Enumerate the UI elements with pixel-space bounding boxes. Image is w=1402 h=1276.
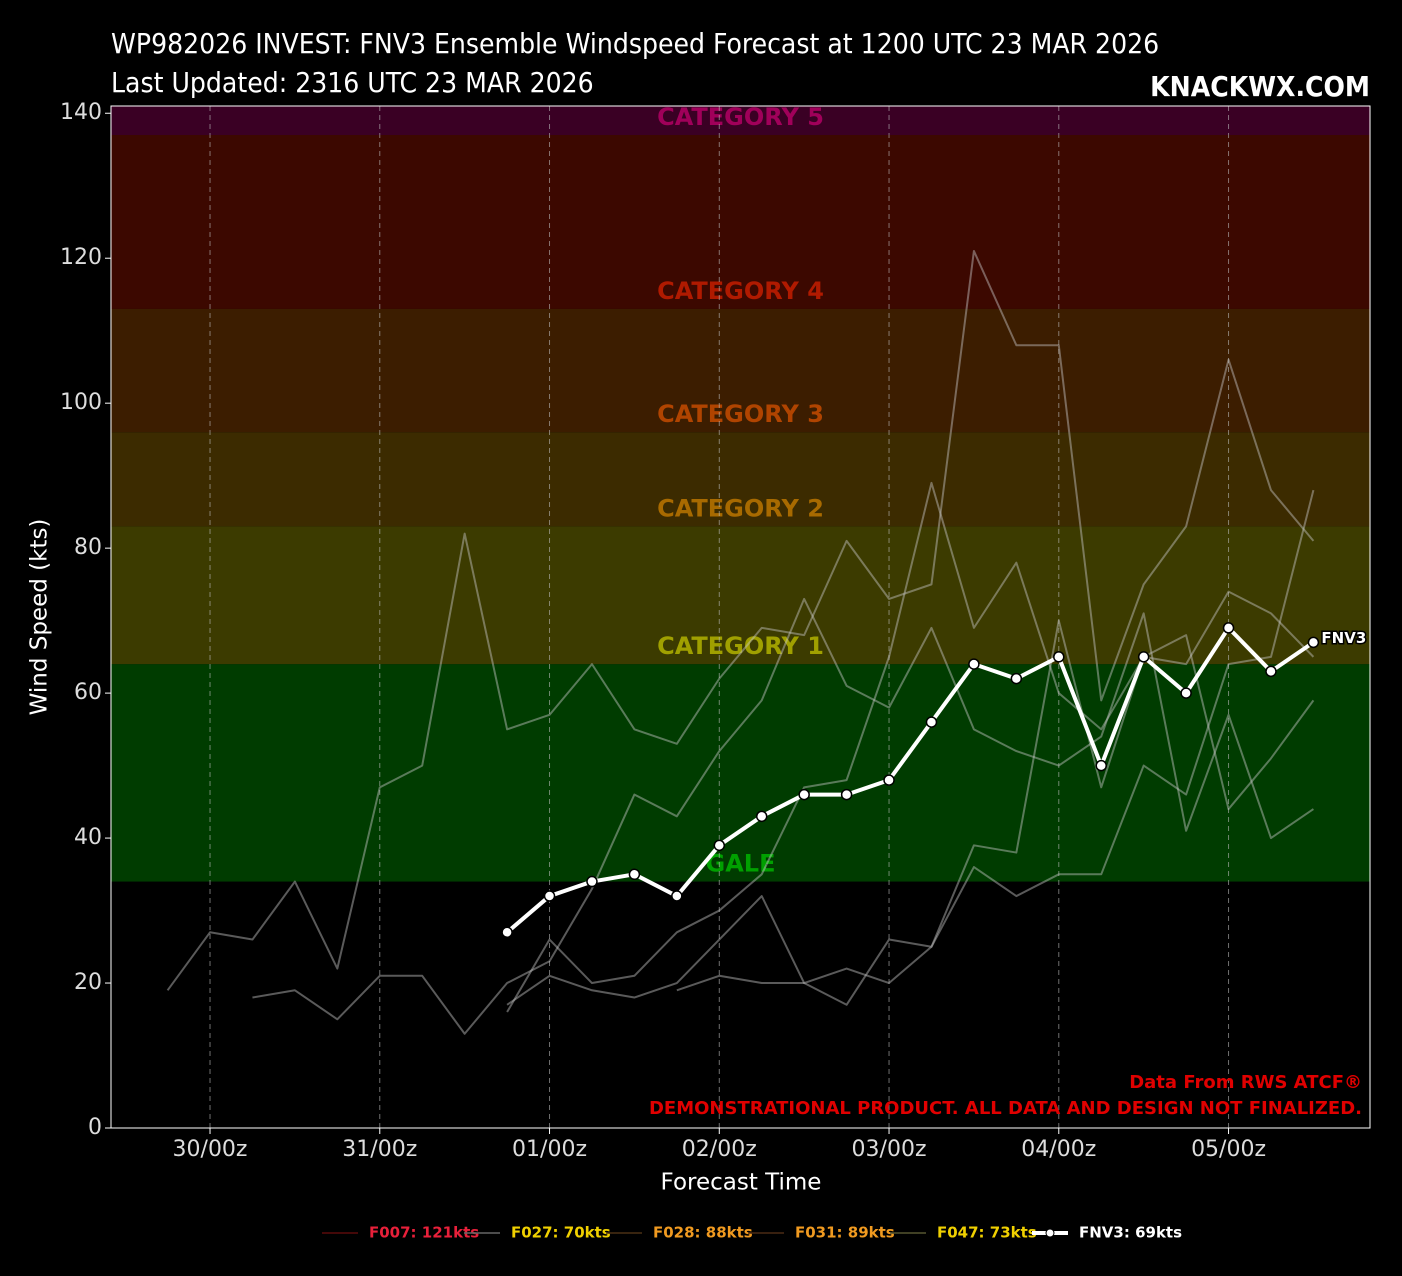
x-axis-label: Forecast Time <box>661 1170 822 1196</box>
point <box>586 875 598 888</box>
point <box>671 890 683 902</box>
ensemble-line <box>506 481 1315 1013</box>
y-tick-label: 120 <box>60 245 102 270</box>
intensity-band <box>111 134 1370 309</box>
point <box>968 658 980 670</box>
legend-label: F007: 121kts <box>369 1224 479 1242</box>
legend-label: F047: 73kts <box>937 1224 1037 1242</box>
plot-area: GALE CATEGORY 1 CATEGORY 2 CATEGORY 3 CATEGO… <box>111 103 1370 1128</box>
point <box>1222 622 1235 634</box>
y-tick-label: 40 <box>74 825 102 850</box>
intensity-band <box>111 106 1370 135</box>
point <box>883 774 895 786</box>
x-tick-label: 04/00z <box>1021 1137 1096 1162</box>
ensemble-line <box>506 489 1315 1006</box>
disclaimer-note: DEMONSTRATIONAL PRODUCT. ALL DATA AND DE… <box>649 1098 1362 1119</box>
point <box>840 788 853 801</box>
intensity-band <box>111 526 1370 665</box>
x-tick-label: 05/00z <box>1191 1137 1266 1162</box>
y-tick-label: 20 <box>74 970 102 995</box>
point <box>1053 651 1065 663</box>
band-label: CATEGORY 1 <box>657 632 824 660</box>
x-tick-label: 31/00z <box>342 1137 417 1162</box>
x-tick-label: 02/00z <box>682 1137 757 1162</box>
point <box>628 868 641 881</box>
point <box>1095 759 1107 772</box>
point <box>1010 672 1023 685</box>
point <box>1137 651 1150 663</box>
point <box>543 890 556 902</box>
intensity-band <box>111 308 1370 433</box>
chart-subtitle: Last Updated: 2316 UTC 23 MAR 2026 <box>111 66 594 99</box>
legend-label: F027: 70kts <box>511 1224 611 1242</box>
legend-label: F031: 89kts <box>795 1224 895 1242</box>
x-tick-label: 01/00z <box>512 1137 587 1162</box>
point <box>798 788 810 801</box>
legend-label: F028: 88kts <box>653 1224 753 1242</box>
band-label: CATEGORY 5 <box>657 103 824 131</box>
source-note: Data From RWS ATCF® <box>1129 1072 1362 1093</box>
legend-item: F028: 88kts <box>606 1224 753 1242</box>
x-tick-label: 03/00z <box>852 1137 927 1162</box>
band-label: CATEGORY 2 <box>657 494 824 522</box>
legend-item: F031: 89kts <box>748 1224 895 1242</box>
ensemble-line <box>166 249 1315 991</box>
brand: KNACKWX.COM <box>1150 70 1370 103</box>
legend-item: FNV3: 69kts <box>1032 1224 1182 1242</box>
legend-item: F007: 121kts <box>322 1224 479 1242</box>
chart-title: WP982026 INVEST: FNV3 Ensemble Windspeed… <box>111 27 1159 60</box>
y-tick-label: 80 <box>74 535 102 560</box>
ensemble-line <box>252 597 1314 1035</box>
ensemble-line <box>676 619 1315 1006</box>
point <box>713 839 726 852</box>
intensity-band <box>111 664 1370 882</box>
point <box>1180 687 1192 699</box>
y-tick-label: 100 <box>60 390 102 415</box>
point <box>1307 636 1320 649</box>
point <box>1265 665 1277 678</box>
y-axis-label: Wind Speed (kts) <box>27 519 53 716</box>
plot-frame <box>110 105 1371 1129</box>
point <box>755 810 768 823</box>
legend-item: F047: 73kts <box>890 1224 1037 1242</box>
main-line <box>505 625 1315 934</box>
band-label: GALE <box>706 850 776 878</box>
y-tick-label: 0 <box>88 1115 102 1140</box>
point <box>925 716 938 728</box>
legend-item: F027: 70kts <box>464 1224 611 1242</box>
band-label: CATEGORY 4 <box>657 277 824 305</box>
x-tick-label: 30/00z <box>173 1137 248 1162</box>
y-tick-label: 60 <box>74 680 102 705</box>
point <box>501 926 513 939</box>
end-label: FNV3 <box>1321 629 1366 647</box>
intensity-band <box>111 432 1370 527</box>
y-tick-label: 140 <box>60 100 102 125</box>
legend-label: FNV3: 69kts <box>1079 1224 1182 1242</box>
band-label: CATEGORY 3 <box>657 400 824 428</box>
legend-marker <box>1045 1228 1055 1238</box>
